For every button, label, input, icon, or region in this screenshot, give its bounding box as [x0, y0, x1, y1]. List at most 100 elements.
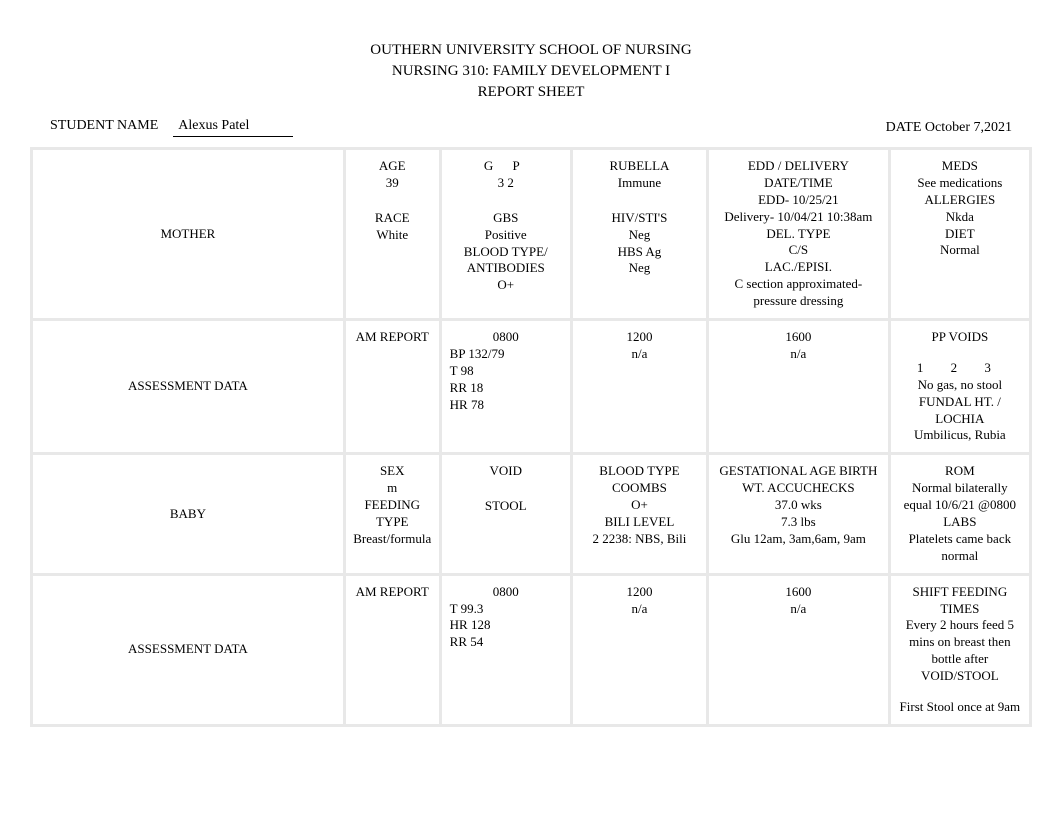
header-title: REPORT SHEET — [20, 82, 1042, 103]
mom-bp: BP 132/79 — [448, 346, 564, 363]
baby-1200-value: n/a — [579, 601, 700, 618]
baby-1600-value: n/a — [715, 601, 882, 618]
mom-1200: 1200 n/a — [571, 320, 707, 454]
diet-value: Normal — [897, 242, 1023, 259]
student-name-value: Alexus Patel — [173, 118, 293, 137]
stool-label: STOOL — [448, 498, 564, 515]
feeding-label: FEEDING TYPE — [352, 497, 433, 531]
feeding-value: Breast/formula — [352, 531, 433, 548]
rubella-value: Immune — [579, 175, 700, 192]
mother-label: MOTHER — [32, 149, 345, 320]
baby-blood-value: O+ — [579, 497, 700, 514]
baby-1200: 1200 n/a — [571, 574, 707, 725]
gest-lbs: 7.3 lbs — [715, 514, 882, 531]
diet-label: DIET — [897, 226, 1023, 243]
baby-void-stool: VOID STOOL — [440, 454, 571, 574]
bili-value: 2 2238: NBS, Bili — [579, 531, 700, 548]
mom-0800: 0800 BP 132/79 T 98 RR 18 HR 78 — [440, 320, 571, 454]
baby-1600: 1600 n/a — [708, 574, 890, 725]
gp-value: 3 2 — [448, 175, 564, 192]
bili-label: BILI LEVEL — [579, 514, 700, 531]
date-label: DATE — [886, 120, 922, 135]
mom-t: T 98 — [448, 363, 564, 380]
voidstool-value: First Stool once at 9am — [897, 699, 1023, 716]
baby-am-report: AM REPORT — [344, 574, 440, 725]
hbs-value: Neg — [579, 260, 700, 277]
header-course: NURSING 310: FAMILY DEVELOPMENT I — [20, 61, 1042, 82]
sex-value: m — [352, 480, 433, 497]
mom-ppvoids-fundal: PP VOIDS 1 2 3 No gas, no stool FUNDAL H… — [889, 320, 1030, 454]
mom-1600-value: n/a — [715, 346, 882, 363]
fundal-label: FUNDAL HT. / LOCHIA — [897, 394, 1023, 428]
deltype-value: C/S — [715, 242, 882, 259]
mom-1600-label: 1600 — [715, 329, 882, 346]
hbs-label: HBS Ag — [579, 244, 700, 261]
date-value: October 7,2021 — [925, 120, 1012, 135]
baby-assess-label: ASSESSMENT DATA — [32, 574, 345, 725]
mom-1200-value: n/a — [579, 346, 700, 363]
mother-assessment-row: ASSESSMENT DATA AM REPORT 0800 BP 132/79… — [32, 320, 1031, 454]
baby-1200-label: 1200 — [579, 584, 700, 601]
void-label: VOID — [448, 463, 564, 480]
lac-value: C section approximated- pressure dressin… — [715, 276, 882, 310]
mother-age-race: AGE 39 RACE White — [344, 149, 440, 320]
baby-hr: HR 128 — [448, 617, 564, 634]
baby-1600-label: 1600 — [715, 584, 882, 601]
mother-row: MOTHER AGE 39 RACE White G P 3 2 GBS Pos… — [32, 149, 1031, 320]
baby-0800-label: 0800 — [448, 584, 564, 601]
race-label: RACE — [352, 210, 433, 227]
race-value: White — [352, 227, 433, 244]
allergies-label: ALLERGIES — [897, 192, 1023, 209]
mom-1600: 1600 n/a — [708, 320, 890, 454]
baby-label: BABY — [32, 454, 345, 574]
age-label: AGE — [352, 158, 433, 175]
gest-wks: 37.0 wks — [715, 497, 882, 514]
hiv-value: Neg — [579, 227, 700, 244]
lac-label: LAC./EPISI. — [715, 259, 882, 276]
labs-value: Platelets came back normal — [897, 531, 1023, 565]
baby-row: BABY SEX m FEEDING TYPE Breast/formula V… — [32, 454, 1031, 574]
gp-label: G P — [448, 158, 564, 175]
student-row: STUDENT NAME Alexus Patel DATE October 7… — [20, 118, 1042, 137]
baby-rr: RR 54 — [448, 634, 564, 651]
rom-label: ROM — [897, 463, 1023, 480]
mother-rubella-hiv-hbs: RUBELLA Immune HIV/STI'S Neg HBS Ag Neg — [571, 149, 707, 320]
voidstool-label: VOID/STOOL — [897, 668, 1023, 685]
allergies-value: Nkda — [897, 209, 1023, 226]
baby-gest: GESTATIONAL AGE BIRTH WT. ACCUCHECKS 37.… — [708, 454, 890, 574]
page-header: OUTHERN UNIVERSITY SCHOOL OF NURSING NUR… — [20, 40, 1042, 103]
mom-1200-label: 1200 — [579, 329, 700, 346]
report-table-wrap: MOTHER AGE 39 RACE White G P 3 2 GBS Pos… — [20, 147, 1042, 727]
edd-label: EDD / DELIVERY DATE/TIME — [715, 158, 882, 192]
mother-gp-gbs-blood: G P 3 2 GBS Positive BLOOD TYPE/ ANTIBOD… — [440, 149, 571, 320]
hiv-label: HIV/STI'S — [579, 210, 700, 227]
gest-glu: Glu 12am, 3am,6am, 9am — [715, 531, 882, 548]
mom-hr: HR 78 — [448, 397, 564, 414]
ppvoids-label: PP VOIDS — [897, 329, 1023, 346]
baby-blood-bili: BLOOD TYPE COOMBS O+ BILI LEVEL 2 2238: … — [571, 454, 707, 574]
student-name-label: STUDENT NAME — [50, 118, 158, 134]
baby-blood-label: BLOOD TYPE COOMBS — [579, 463, 700, 497]
shift-value: Every 2 hours feed 5 mins on breast then… — [897, 617, 1023, 668]
edd-value2: Delivery- 10/04/21 10:38am — [715, 209, 882, 226]
date-group: DATE October 7,2021 — [886, 120, 1012, 136]
baby-assessment-row: ASSESSMENT DATA AM REPORT 0800 T 99.3 HR… — [32, 574, 1031, 725]
mom-rr: RR 18 — [448, 380, 564, 397]
edd-value1: EDD- 10/25/21 — [715, 192, 882, 209]
bloodtype-label: BLOOD TYPE/ ANTIBODIES — [448, 244, 564, 278]
mom-assess-label: ASSESSMENT DATA — [32, 320, 345, 454]
bloodtype-value: O+ — [448, 277, 564, 294]
fundal-value: Umbilicus, Rubia — [897, 427, 1023, 444]
baby-0800: 0800 T 99.3 HR 128 RR 54 — [440, 574, 571, 725]
gbs-label: GBS — [448, 210, 564, 227]
report-table: MOTHER AGE 39 RACE White G P 3 2 GBS Pos… — [30, 147, 1032, 727]
labs-label: LABS — [897, 514, 1023, 531]
rom-value: Normal bilaterally equal 10/6/21 @0800 — [897, 480, 1023, 514]
meds-label: MEDS — [897, 158, 1023, 175]
baby-t: T 99.3 — [448, 601, 564, 618]
student-name-group: STUDENT NAME Alexus Patel — [50, 118, 293, 137]
rubella-label: RUBELLA — [579, 158, 700, 175]
shift-label: SHIFT FEEDING TIMES — [897, 584, 1023, 618]
age-value: 39 — [352, 175, 433, 192]
baby-sex-feeding: SEX m FEEDING TYPE Breast/formula — [344, 454, 440, 574]
